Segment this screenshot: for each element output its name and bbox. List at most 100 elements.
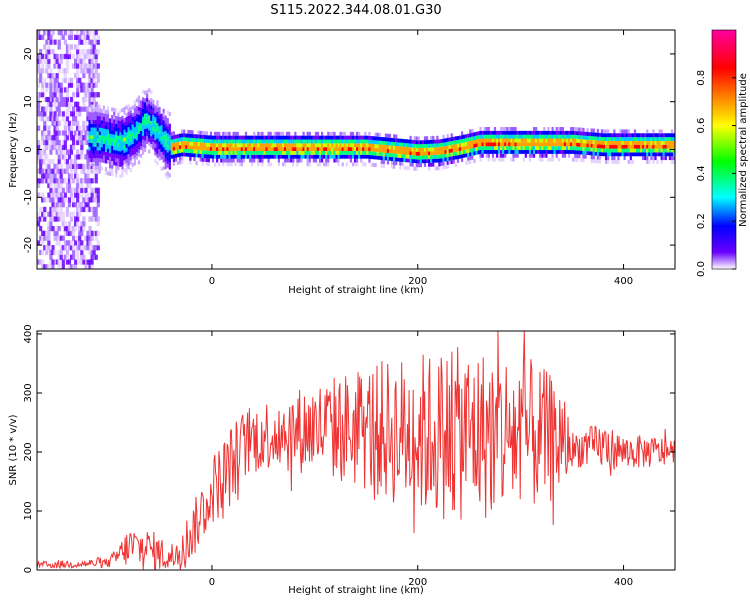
heat-cell (160, 132, 163, 137)
heat-cell (489, 130, 492, 135)
heat-cell (80, 39, 84, 45)
heat-cell (343, 143, 346, 148)
heat-cell (226, 150, 229, 155)
heat-cell (47, 240, 51, 246)
heat-cell (179, 149, 182, 153)
heat-cell (551, 134, 554, 139)
snr-frame (36, 330, 676, 571)
heat-cell (55, 163, 59, 170)
heat-cell (292, 154, 295, 159)
heat-cell (146, 94, 149, 98)
heat-cell (557, 157, 560, 162)
heat-cell (230, 147, 233, 152)
heat-cell (80, 130, 84, 136)
heat-cell (477, 142, 480, 147)
heat-cell (650, 148, 653, 153)
heat-cell (465, 141, 468, 146)
heat-cell (430, 136, 433, 140)
heat-cell (84, 34, 88, 40)
heat-cell (386, 152, 390, 157)
heat-cell (397, 138, 400, 143)
heat-cell (428, 139, 431, 144)
heat-cell (67, 163, 72, 170)
heat-cell (321, 150, 324, 155)
heat-cell (296, 135, 299, 140)
heat-cell (281, 143, 285, 148)
heat-cell (86, 130, 90, 136)
heat-cell (67, 245, 72, 251)
heat-cell (150, 116, 153, 121)
heat-cell (156, 138, 159, 143)
heat-cell (158, 141, 161, 146)
heat-cell (146, 139, 149, 144)
heat-cell (286, 139, 289, 144)
heat-cell (127, 157, 130, 162)
heat-cell (448, 160, 451, 165)
heat-cell (353, 135, 357, 140)
heat-cell (76, 221, 80, 227)
heat-cell (205, 146, 208, 151)
heat-cell (251, 162, 254, 167)
heat-cell (86, 149, 90, 155)
heat-cell (390, 137, 394, 142)
heat-cell (63, 73, 67, 79)
heat-cell (594, 159, 597, 164)
heat-cell (166, 148, 169, 153)
heat-cell (156, 127, 159, 131)
heat-cell (51, 135, 55, 141)
heat-cell (45, 106, 49, 112)
heat-cell (94, 154, 97, 159)
heat-cell (506, 134, 509, 139)
heat-cell (279, 154, 283, 159)
heat-cell (82, 125, 86, 131)
heat-cell (442, 157, 445, 162)
heat-cell (65, 159, 70, 165)
heat-cell (419, 144, 422, 149)
heat-cell (228, 150, 231, 155)
heat-cell (535, 149, 538, 154)
heat-cell (76, 135, 80, 141)
heat-cell (100, 116, 103, 121)
heat-cell (654, 133, 657, 138)
heat-cell (607, 156, 610, 161)
heat-cell (257, 139, 260, 144)
heat-cell (224, 139, 227, 144)
heat-cell (314, 139, 318, 144)
heat-cell (228, 131, 231, 136)
heat-cell (49, 68, 53, 74)
heat-cell (672, 144, 675, 149)
heat-cell (166, 140, 169, 145)
y-tick-label: 100 (23, 501, 34, 520)
heat-cell (63, 139, 67, 146)
heat-cell (67, 34, 72, 40)
heat-cell (121, 134, 124, 139)
heat-cell (512, 146, 515, 151)
heat-cell (57, 139, 61, 146)
heat-cell (530, 134, 534, 139)
heat-cell (37, 77, 41, 83)
heat-cell (273, 131, 276, 136)
heat-cell (137, 137, 141, 142)
heat-cell (283, 139, 287, 144)
heat-cell (611, 156, 614, 161)
heat-cell (125, 128, 128, 133)
heat-cell (588, 135, 591, 140)
heat-cell (45, 135, 49, 141)
heat-cell (59, 92, 63, 98)
heat-cell (179, 141, 182, 146)
heat-cell (234, 139, 237, 144)
heat-cell (551, 130, 554, 135)
heat-cell (356, 162, 359, 167)
heat-cell (106, 152, 110, 157)
heat-cell (510, 157, 513, 162)
heat-cell (646, 152, 649, 157)
heat-cell (164, 123, 167, 128)
heat-cell (316, 150, 320, 155)
heat-cell (498, 138, 501, 143)
heat-cell (502, 149, 505, 154)
heat-cell (504, 134, 507, 139)
heat-cell (403, 146, 406, 151)
heat-cell (483, 146, 486, 151)
heat-cell (51, 245, 55, 251)
